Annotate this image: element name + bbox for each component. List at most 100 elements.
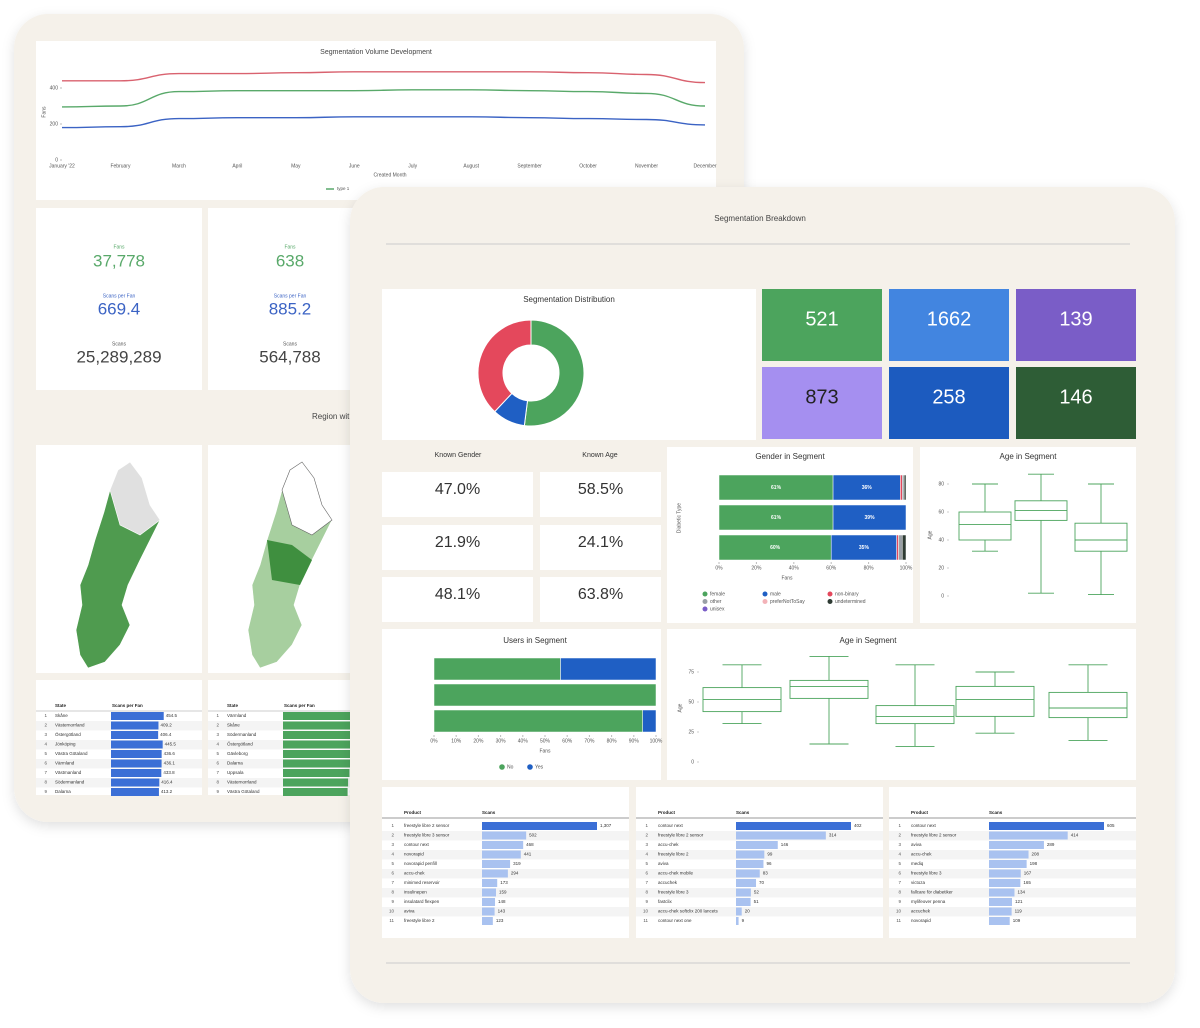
row-index: 1: [898, 823, 901, 828]
legend-swatch: [702, 591, 708, 597]
x-tick-label: 0%: [430, 738, 438, 744]
product-name: novorapid penfill: [404, 861, 437, 866]
row-index: 9: [391, 899, 394, 904]
kpi-tile: [762, 289, 882, 361]
row-index: 5: [645, 861, 648, 866]
table-bar: [989, 831, 1068, 840]
x-tick-label: 40%: [518, 738, 529, 744]
bar-segment: [902, 474, 905, 501]
product-name: freestyle libre 2 sensor: [658, 833, 704, 838]
chart-title: Users in Segment: [503, 636, 567, 645]
product-name: accu-chek softclix 200 lancets: [658, 909, 719, 914]
table-bar: [283, 759, 351, 768]
bar-value-label: 36%: [862, 485, 873, 491]
table-bar: [989, 907, 1012, 916]
table-value: 165: [1023, 880, 1031, 885]
x-tick-label: February: [110, 163, 131, 169]
x-tick-label: October: [579, 163, 597, 169]
table-bar: [482, 879, 498, 887]
table-header: Scans: [989, 810, 1003, 815]
kpi-value: 638: [276, 251, 304, 270]
row-index: 11: [643, 918, 648, 923]
table-value: 445.5: [165, 742, 177, 747]
product-name: freestyle libre 2: [658, 852, 689, 857]
kpi-value: 885.2: [269, 299, 312, 318]
table-value: 294: [511, 871, 519, 876]
row-index: 9: [216, 789, 219, 794]
table-value: 70: [759, 880, 765, 885]
row-index: 6: [898, 871, 901, 876]
row-index: 5: [216, 751, 219, 756]
bar-segment: [896, 534, 899, 561]
state-name: Gävleborg: [227, 751, 248, 756]
y-tick-label: 0: [691, 759, 694, 765]
column-header: Known Age: [582, 452, 618, 459]
row-index: 1: [645, 823, 648, 828]
table-bar: [989, 850, 1029, 859]
row-index: 6: [645, 871, 648, 876]
box: [875, 705, 955, 725]
product-name: aviva: [911, 842, 922, 847]
table-value: 208: [1032, 852, 1040, 857]
product-name: aviva: [404, 909, 415, 914]
table-bar: [111, 750, 162, 758]
y-tick-label: 20: [938, 565, 944, 571]
table-bar: [482, 831, 527, 840]
table-value: 436.6: [164, 751, 176, 756]
legend-swatch: [527, 764, 533, 770]
table-header: Scans per Fan: [284, 703, 315, 708]
row-index: 3: [645, 842, 648, 847]
kpi-tile: [889, 289, 1009, 361]
product-name: fastclix: [658, 899, 673, 904]
product-name: minimed reservoir: [404, 880, 440, 885]
row-index: 8: [391, 890, 394, 895]
y-tick-label: 400: [50, 85, 59, 91]
map-region: [109, 461, 161, 536]
product-name: freestyle libre 3 sensor: [404, 833, 450, 838]
line-series: [61, 116, 706, 129]
kpi-label: Scans per Fan: [274, 293, 307, 299]
stat-cell: [540, 577, 661, 622]
table-value: 502: [529, 833, 537, 838]
stat-value: 21.9%: [435, 534, 480, 551]
row-index: 5: [391, 861, 394, 866]
table-value: 289: [1047, 842, 1055, 847]
x-tick-label: 70%: [584, 738, 595, 744]
stat-value: 47.0%: [435, 481, 480, 498]
row-stripe: [636, 888, 883, 898]
table-bar: [482, 860, 511, 868]
table-header: Product: [658, 810, 676, 815]
y-tick-label: 50: [688, 699, 694, 705]
row-index: 3: [216, 732, 219, 737]
product-name: accu-chek: [658, 842, 679, 847]
chart-title: Gender in Segment: [755, 452, 825, 461]
x-tick-label: November: [635, 163, 658, 169]
row-index: 8: [216, 780, 219, 785]
product-name: contour next: [658, 823, 684, 828]
product-name: freestyle libre 3: [658, 890, 689, 895]
x-tick-label: December: [693, 163, 716, 169]
bar-value-label: 60%: [770, 545, 781, 551]
table-bar: [989, 888, 1015, 897]
product-name: mediq: [911, 861, 924, 866]
x-axis-label: Fans: [539, 748, 551, 754]
table-value: 314: [829, 833, 837, 838]
table-bar: [111, 759, 162, 768]
kpi-tile-value: 873: [805, 386, 838, 408]
table-header: Scans per Fan: [112, 703, 143, 708]
bar-segment: [902, 534, 907, 561]
row-stripe: [382, 888, 629, 898]
bar-segment: [433, 683, 657, 707]
table-bar: [482, 822, 597, 830]
table-bar: [736, 869, 760, 878]
product-name: accu-chek: [911, 852, 932, 857]
table-value: 143: [498, 909, 506, 914]
stat-value: 63.8%: [578, 586, 623, 603]
row-index: 7: [44, 770, 47, 775]
table-header: Scans: [736, 810, 750, 815]
row-index: 4: [44, 742, 47, 747]
x-tick-label: 40%: [789, 565, 800, 571]
table-header: State: [55, 703, 67, 708]
kpi-label: Fans: [284, 244, 296, 250]
